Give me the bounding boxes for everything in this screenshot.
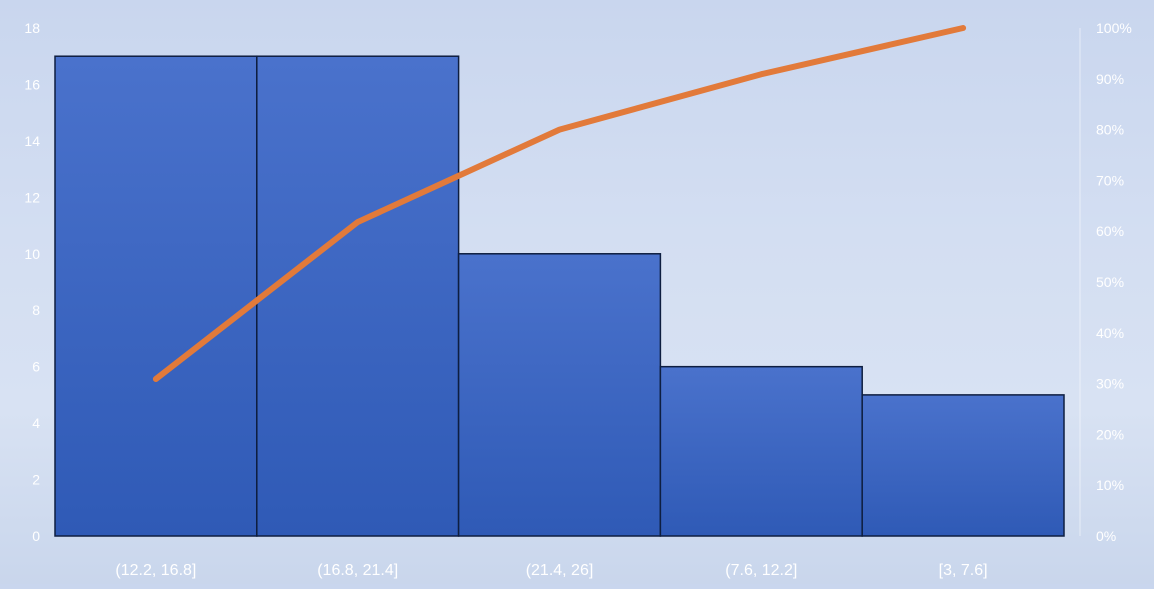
y2-tick-label: 0% [1096, 528, 1116, 544]
x-tick-label: (16.8, 21.4] [317, 562, 398, 579]
x-tick-label: (21.4, 26] [526, 562, 594, 579]
bar [660, 367, 862, 536]
y2-tick-label: 80% [1096, 122, 1124, 138]
y-tick-label: 2 [32, 472, 40, 488]
y-tick-label: 14 [24, 133, 40, 149]
bar [459, 254, 661, 536]
y-tick-label: 12 [24, 189, 40, 205]
secondary-y-axis: 0% 10% 20% 30% 40% 50% 60% 70% 80% 90% 100% [1096, 20, 1132, 544]
bar [55, 56, 257, 536]
y-tick-label: 18 [24, 20, 40, 36]
y-tick-label: 10 [24, 246, 40, 262]
y2-tick-label: 20% [1096, 426, 1124, 442]
primary-y-axis: 0 2 4 6 8 10 12 14 16 18 [24, 20, 40, 544]
x-tick-label: [3, 7.6] [939, 562, 988, 579]
y-tick-label: 6 [32, 359, 40, 375]
y2-tick-label: 70% [1096, 172, 1124, 188]
y-tick-label: 16 [24, 76, 40, 92]
y2-tick-label: 40% [1096, 325, 1124, 341]
y2-tick-label: 30% [1096, 376, 1124, 392]
y-tick-label: 8 [32, 302, 40, 318]
x-tick-label: (7.6, 12.2] [725, 562, 797, 579]
y2-tick-label: 60% [1096, 223, 1124, 239]
y-tick-label: 0 [32, 528, 40, 544]
y2-tick-label: 100% [1096, 20, 1132, 36]
y2-tick-label: 10% [1096, 477, 1124, 493]
y2-tick-label: 90% [1096, 71, 1124, 87]
bar [862, 395, 1064, 536]
bar [257, 56, 459, 536]
y-tick-label: 4 [32, 415, 40, 431]
x-axis: (12.2, 16.8] (16.8, 21.4] (21.4, 26] (7.6, … [115, 562, 987, 579]
y2-tick-label: 50% [1096, 274, 1124, 290]
x-tick-label: (12.2, 16.8] [115, 562, 196, 579]
